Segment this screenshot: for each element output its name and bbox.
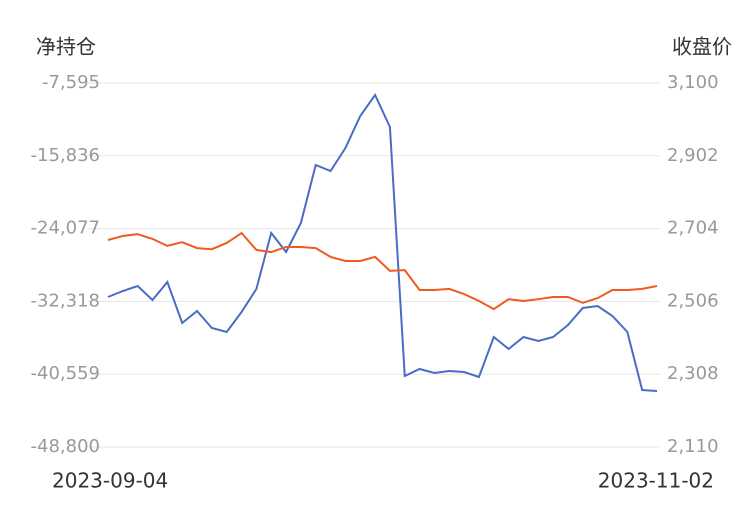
y2-tick-label: 2,506 xyxy=(667,290,719,311)
y-tick-label: -24,077 xyxy=(31,218,100,239)
y2-tick-label: 3,100 xyxy=(667,72,719,93)
y2-tick-label: 2,308 xyxy=(667,363,719,384)
y2-tick-label: 2,110 xyxy=(667,436,719,457)
y2-axis-title: 收盘价 xyxy=(672,35,732,59)
series-line xyxy=(107,231,658,311)
y-tick-label: -40,559 xyxy=(31,363,100,384)
series-line xyxy=(107,93,658,392)
y-tick-label: -15,836 xyxy=(31,145,100,166)
x-tick-label: 2023-09-04 xyxy=(52,469,168,493)
y-axis-title: 净持仓 xyxy=(36,35,96,59)
y2-tick-label: 2,902 xyxy=(667,145,719,166)
y-tick-label: -7,595 xyxy=(42,72,100,93)
x-tick-label: 2023-11-02 xyxy=(598,469,714,493)
y-tick-label: -48,800 xyxy=(31,436,100,457)
y-tick-label: -32,318 xyxy=(31,290,100,311)
y2-tick-label: 2,704 xyxy=(667,218,719,239)
